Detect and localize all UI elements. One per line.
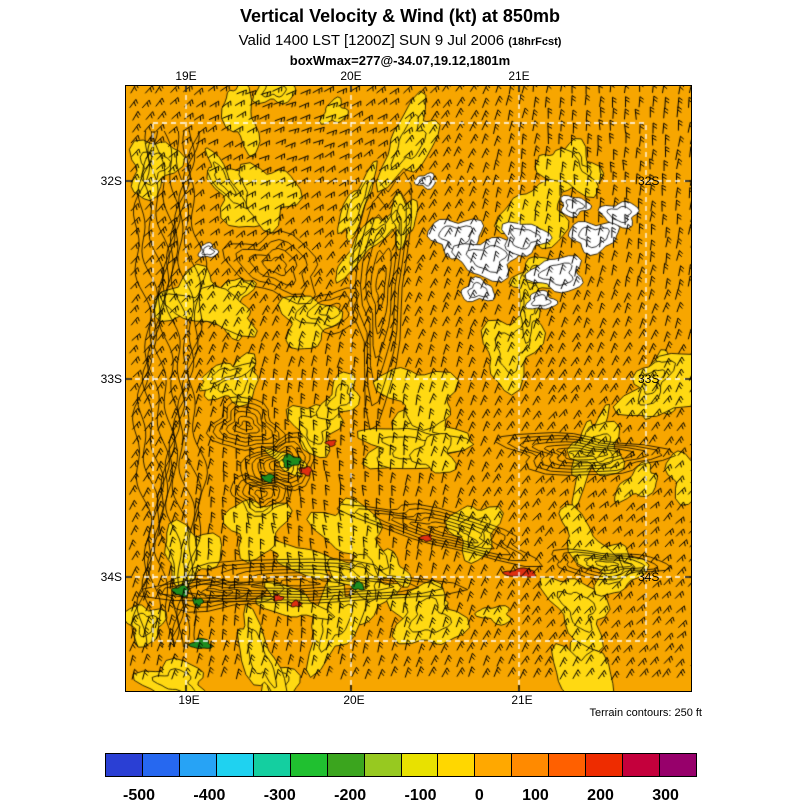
colorbar-segment <box>660 754 696 776</box>
colorbar-label: 200 <box>587 787 614 800</box>
valid-time-text: Valid 1400 LST [1200Z] SUN 9 Jul 2006 <box>238 32 505 49</box>
valid-time-line: Valid 1400 LST [1200Z] SUN 9 Jul 2006 (1… <box>0 32 800 49</box>
colorbar-label: 300 <box>652 787 679 800</box>
colorbar-segment <box>586 754 624 776</box>
colorbar-segment <box>475 754 513 776</box>
page-title: Vertical Velocity & Wind (kt) at 850mb <box>240 6 560 26</box>
y-tick-left-32s: 32S <box>100 174 122 188</box>
x-tick-top-21e: 21E <box>508 69 530 83</box>
colorbar-segment <box>142 754 180 776</box>
x-tick-top-20e: 20E <box>340 69 362 83</box>
colorbar-segment <box>216 754 254 776</box>
x-tick-bottom-19e: 19E <box>178 693 200 707</box>
colorbar <box>105 753 697 777</box>
colorbar-segment <box>401 754 439 776</box>
colorbar-segment <box>438 754 476 776</box>
colorbar-segment <box>253 754 291 776</box>
colorbar-segment <box>179 754 217 776</box>
colorbar-label: -400 <box>193 787 226 800</box>
x-tick-bottom-20e: 20E <box>343 693 365 707</box>
y-tick-left-34s: 34S <box>100 570 122 584</box>
colorbar-label: -500 <box>123 787 156 800</box>
colorbar-segment <box>290 754 328 776</box>
colorbar-segment <box>327 754 365 776</box>
y-tick-right-34s: 34S <box>638 570 660 584</box>
colorbar-labels: -500 -400 -300 -200 -100 0 100 200 300 <box>105 787 697 800</box>
map-plot: 19E 20E 21E 19E 20E 21E 32S 33S 34S 32S … <box>101 69 692 707</box>
forecast-hour-note: (18hrFcst) <box>508 36 562 48</box>
y-tick-right-32s: 32S <box>638 174 660 188</box>
colorbar-segment <box>623 754 661 776</box>
terrain-contours-note: Terrain contours: 250 ft <box>589 707 702 719</box>
y-tick-right-33s: 33S <box>638 372 660 386</box>
colorbar-label: -300 <box>263 787 296 800</box>
x-tick-top-19e: 19E <box>175 69 197 83</box>
y-tick-left-33s: 33S <box>100 372 122 386</box>
colorbar-segment <box>106 754 143 776</box>
colorbar-label: -200 <box>334 787 367 800</box>
colorbar-label: 0 <box>474 787 484 800</box>
colorbar-label: -100 <box>404 787 437 800</box>
colorbar-segment <box>512 754 550 776</box>
colorbar-label: 100 <box>522 787 549 800</box>
map-canvas <box>126 86 691 691</box>
header: Vertical Velocity & Wind (kt) at 850mb V… <box>0 6 800 68</box>
colorbar-segment <box>364 754 402 776</box>
colorbar-segment <box>549 754 587 776</box>
boxwmax-info: boxWmax=277@-34.07,19.12,1801m <box>289 53 511 68</box>
x-tick-bottom-21e: 21E <box>511 693 533 707</box>
